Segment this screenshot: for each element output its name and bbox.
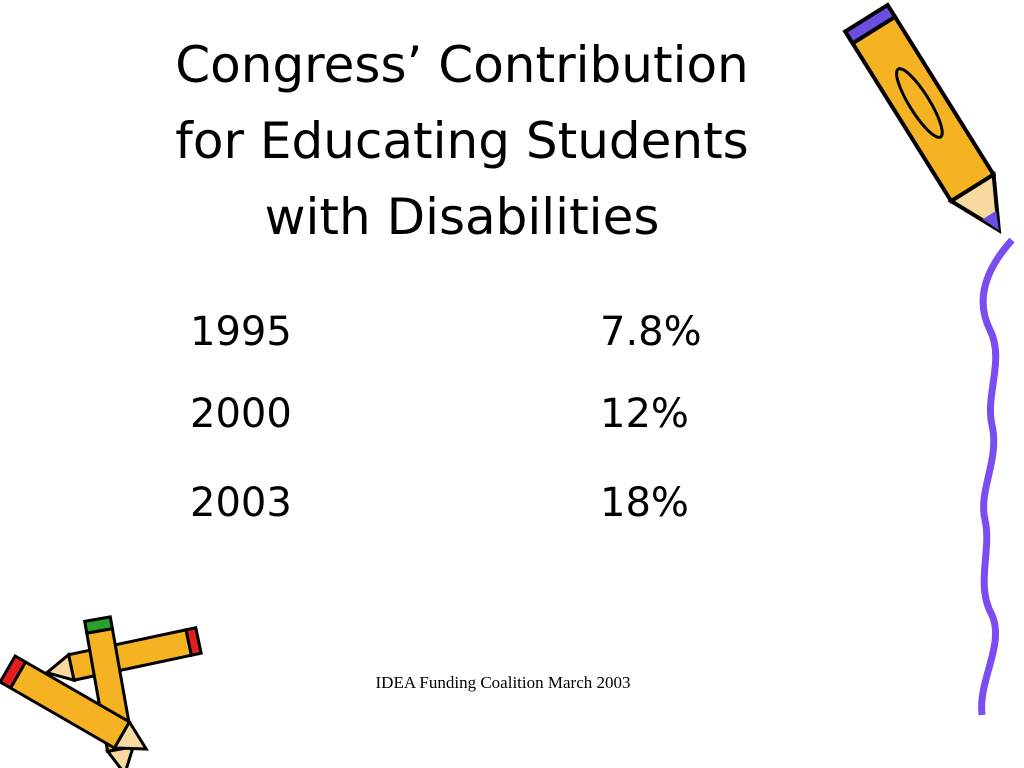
decor-pencil	[842, 2, 1002, 235]
year-cell: 1995	[190, 309, 292, 355]
table: 1995 7.8% 2000 12% 2003 18%	[190, 309, 702, 526]
title-line: with Disabilities	[265, 188, 660, 246]
percent-cell: 12%	[600, 391, 689, 437]
percent-cell: 7.8%	[600, 309, 702, 355]
year-cell: 2000	[190, 391, 292, 437]
decor-squiggle	[978, 237, 1015, 716]
title-line: Congress’ Contribution	[175, 36, 749, 94]
year-cell: 2003	[190, 480, 292, 526]
title-line: for Educating Students	[175, 112, 749, 170]
decor-pencils	[0, 615, 203, 768]
percent-cell: 18%	[600, 480, 689, 526]
footer: IDEA Funding Coalition March 2003	[376, 673, 631, 692]
